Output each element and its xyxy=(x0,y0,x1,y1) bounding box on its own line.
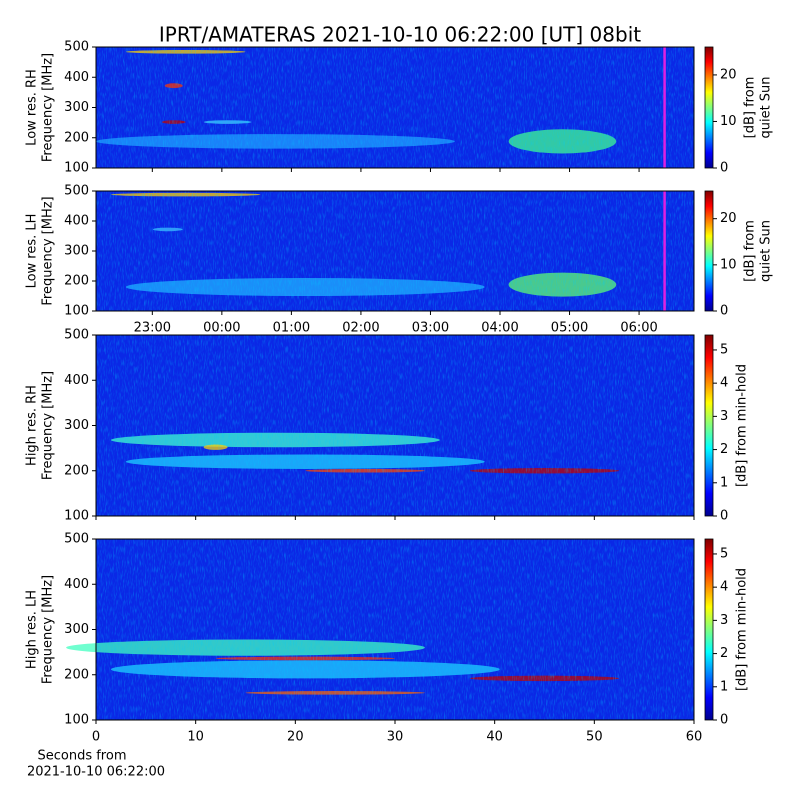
colorbar-label: [dB] from min-hold xyxy=(735,364,750,487)
y-tick-label: 500 xyxy=(64,184,89,199)
x-tick-label: 20 xyxy=(287,730,304,745)
colorbar xyxy=(704,46,714,169)
colorbar-tick-label: 2 xyxy=(720,646,728,661)
x-tick-label: 00:00 xyxy=(203,321,240,336)
x-tick-label: 50 xyxy=(586,730,603,745)
y-axis-label: High res. RH xyxy=(25,385,40,466)
colorbar-tick-label: 1 xyxy=(720,679,728,694)
y-tick-label: 400 xyxy=(64,577,89,592)
colorbar-tick-label: 4 xyxy=(720,376,728,391)
y-tick-label: 200 xyxy=(64,274,89,289)
y-tick-label: 400 xyxy=(64,373,89,388)
y-tick-label: 100 xyxy=(64,713,89,728)
y-axis-label: Frequency [MHz] xyxy=(41,371,56,480)
colorbar-tick-label: 20 xyxy=(720,211,737,226)
colorbar-label: [dB] from xyxy=(743,77,758,139)
spectrogram-noise xyxy=(96,539,694,720)
colorbar-tick-label: 10 xyxy=(720,114,737,129)
colorbar-tick-label: 3 xyxy=(720,409,728,424)
colorbar-tick-label: 5 xyxy=(720,546,728,561)
figure-title: IPRT/AMATERAS 2021-10-10 06:22:00 [UT] 0… xyxy=(159,23,641,47)
x-axis-label: Seconds from xyxy=(37,749,126,764)
x-tick-label: 01:00 xyxy=(273,321,310,336)
x-tick-label: 0 xyxy=(92,730,100,745)
y-tick-label: 500 xyxy=(64,328,89,343)
colorbar xyxy=(704,538,714,721)
colorbar-tick-label: 20 xyxy=(720,67,737,82)
y-axis-label: High res. LH xyxy=(25,590,40,669)
x-tick-label: 60 xyxy=(686,730,703,745)
y-tick-label: 500 xyxy=(64,532,89,547)
y-tick-label: 300 xyxy=(64,418,89,433)
y-tick-label: 100 xyxy=(64,304,89,319)
colorbar-tick-label: 0 xyxy=(720,304,728,319)
colorbar-tick-label: 4 xyxy=(720,580,728,595)
y-axis-label: Frequency [MHz] xyxy=(41,53,56,162)
x-tick-label: 30 xyxy=(387,730,404,745)
colorbar-label: quiet Sun xyxy=(759,220,774,282)
spectrogram-noise xyxy=(96,47,694,168)
y-tick-label: 100 xyxy=(64,161,89,176)
x-tick-label: 23:00 xyxy=(134,321,171,336)
y-tick-label: 500 xyxy=(64,40,89,55)
x-axis-label: 2021-10-10 06:22:00 xyxy=(27,765,165,780)
y-axis-label: Frequency [MHz] xyxy=(41,575,56,684)
spectrogram-noise xyxy=(96,335,694,516)
y-tick-label: 400 xyxy=(64,70,89,85)
x-tick-label: 06:00 xyxy=(620,321,657,336)
colorbar xyxy=(704,190,714,312)
x-tick-label: 03:00 xyxy=(412,321,449,336)
x-tick-label: 10 xyxy=(187,730,204,745)
y-tick-label: 100 xyxy=(64,509,89,524)
y-tick-label: 400 xyxy=(64,214,89,229)
colorbar-label: [dB] from min-hold xyxy=(735,568,750,691)
y-axis-label: Low res. RH xyxy=(25,69,40,146)
y-tick-label: 300 xyxy=(64,244,89,259)
x-tick-label: 40 xyxy=(486,730,503,745)
colorbar-tick-label: 10 xyxy=(720,257,737,272)
x-tick-label: 02:00 xyxy=(342,321,379,336)
colorbar-tick-label: 5 xyxy=(720,342,728,357)
spectrogram-noise xyxy=(96,191,694,311)
x-tick-label: 04:00 xyxy=(481,321,518,336)
colorbar-tick-label: 0 xyxy=(720,161,728,176)
y-tick-label: 200 xyxy=(64,667,89,682)
y-tick-label: 200 xyxy=(64,463,89,478)
colorbar-tick-label: 3 xyxy=(720,613,728,628)
colorbar-tick-label: 0 xyxy=(720,713,728,728)
y-axis-label: Low res. LH xyxy=(25,214,40,289)
y-tick-label: 300 xyxy=(64,100,89,115)
colorbar-tick-label: 0 xyxy=(720,509,728,524)
y-axis-label: Frequency [MHz] xyxy=(41,196,56,305)
y-tick-label: 300 xyxy=(64,622,89,637)
y-tick-label: 200 xyxy=(64,130,89,145)
colorbar xyxy=(704,334,714,517)
colorbar-label: quiet Sun xyxy=(759,76,774,138)
colorbar-tick-label: 1 xyxy=(720,475,728,490)
x-tick-label: 05:00 xyxy=(551,321,588,336)
colorbar-tick-label: 2 xyxy=(720,442,728,457)
colorbar-label: [dB] from xyxy=(743,220,758,282)
